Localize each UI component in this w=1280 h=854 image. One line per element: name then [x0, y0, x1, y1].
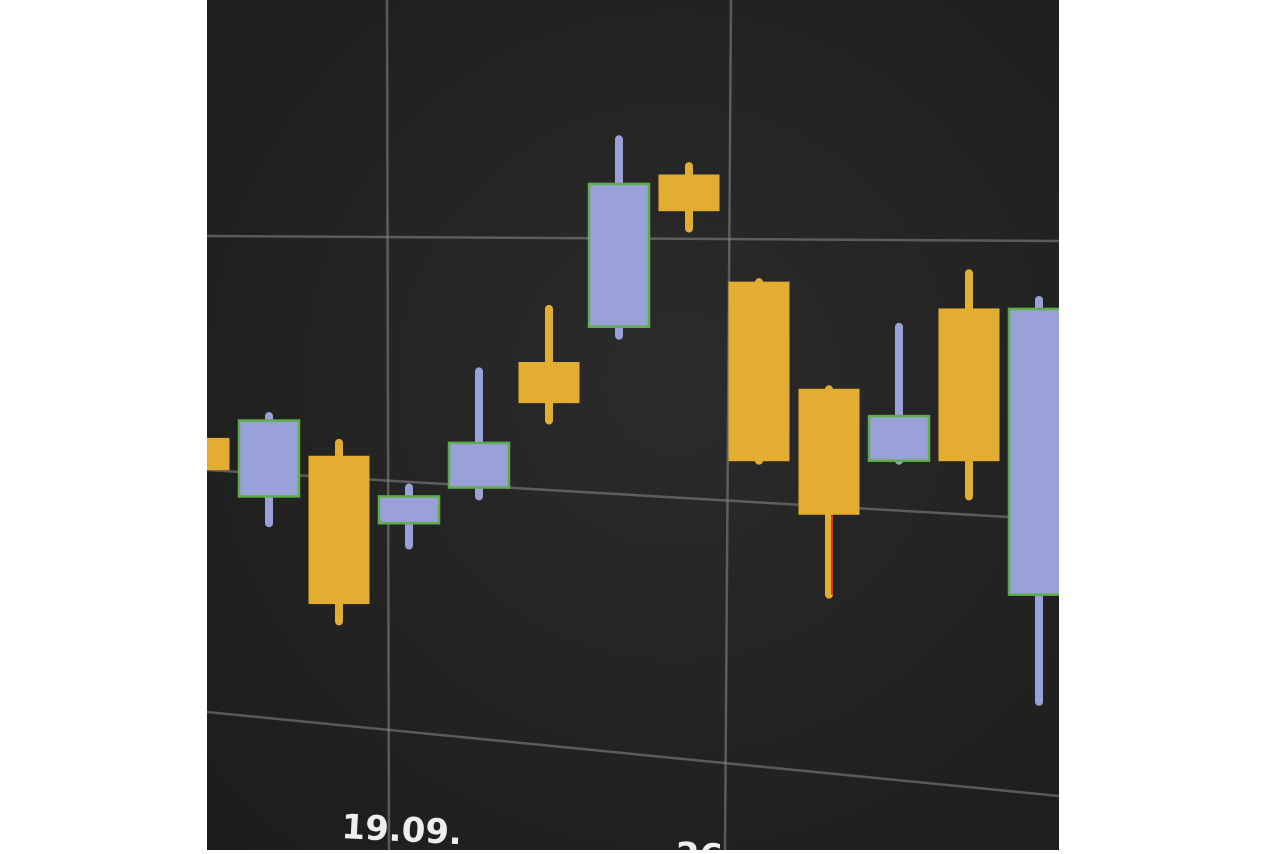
- candle-body-11: [867, 414, 931, 462]
- candle-body-13: [1007, 307, 1059, 596]
- candle-9: [728, 278, 790, 465]
- candle-5: [447, 367, 511, 501]
- candle-body-2: [237, 419, 301, 498]
- chart-canvas: 19.09. 26.: [207, 0, 1059, 850]
- candle-body-3: [308, 455, 370, 605]
- candle-11: [867, 322, 931, 465]
- candle-2: [237, 412, 301, 528]
- candle-6: [518, 304, 580, 425]
- candle-12: [938, 269, 1000, 501]
- candle-4: [377, 483, 441, 550]
- x-tick-label-2: 26.: [675, 835, 737, 850]
- candle-7: [587, 135, 651, 340]
- candle-body-10: [798, 388, 860, 515]
- candle-13: [1007, 296, 1059, 706]
- candle-body-4: [377, 495, 441, 525]
- candlestick-chart: 19.09. 26.: [207, 0, 1059, 850]
- candle-body-9: [728, 281, 790, 462]
- candle-body-8: [658, 174, 720, 212]
- candle-layer: [207, 135, 1059, 706]
- gridline-vertical-2: [723, 0, 733, 850]
- x-tick-label-1: 19.09.: [341, 807, 463, 850]
- candle-10: [798, 385, 860, 599]
- candle-body-1: [207, 437, 230, 471]
- gridline-vertical-1: [385, 0, 391, 850]
- candle-body-5: [447, 441, 511, 489]
- gridline-horizontal-3: [207, 710, 1059, 798]
- candle-body-6: [518, 362, 580, 404]
- candle-1: [207, 437, 230, 471]
- candle-body-12: [938, 308, 1000, 462]
- grid-layer: [207, 0, 1059, 850]
- candle-3: [308, 438, 370, 626]
- candle-8: [658, 162, 720, 233]
- candle-body-7: [587, 182, 651, 329]
